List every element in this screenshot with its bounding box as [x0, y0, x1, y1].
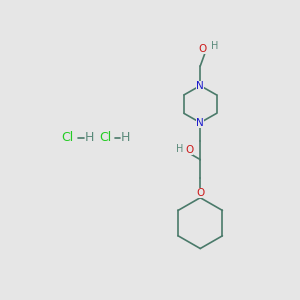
- Text: O: O: [196, 188, 204, 198]
- Text: O: O: [199, 44, 207, 54]
- Text: N: N: [196, 118, 204, 128]
- Text: Cl: Cl: [61, 131, 74, 144]
- Text: H: H: [211, 41, 218, 51]
- Text: Cl: Cl: [99, 131, 111, 144]
- Text: H: H: [176, 144, 183, 154]
- Text: H: H: [121, 131, 130, 144]
- Text: N: N: [196, 81, 204, 91]
- Text: H: H: [85, 131, 94, 144]
- Text: O: O: [185, 145, 193, 155]
